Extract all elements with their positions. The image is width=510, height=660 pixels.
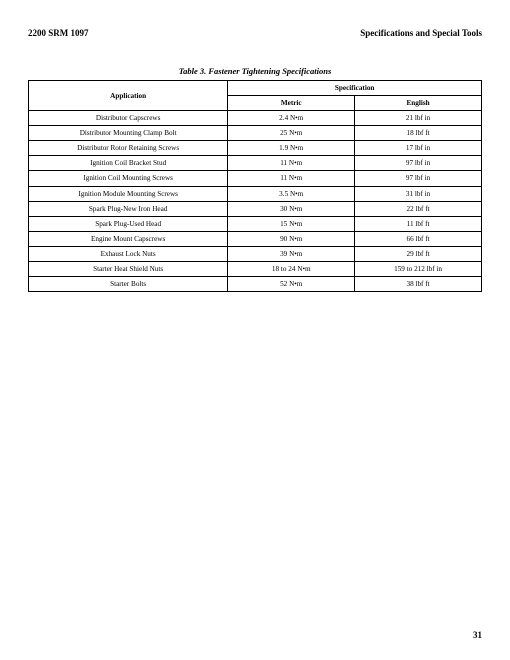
cell-english: 29 lbf ft <box>355 246 482 261</box>
cell-application: Ignition Coil Mounting Screws <box>29 171 228 186</box>
page-container: 2200 SRM 1097 Specifications and Special… <box>0 0 510 660</box>
cell-application: Engine Mount Capscrews <box>29 231 228 246</box>
cell-metric: 25 N•m <box>228 126 355 141</box>
cell-metric: 11 N•m <box>228 156 355 171</box>
cell-application: Distributor Rotor Retaining Screws <box>29 141 228 156</box>
cell-application: Distributor Capscrews <box>29 111 228 126</box>
table-row: Ignition Module Mounting Screws3.5 N•m31… <box>29 186 482 201</box>
table-row: Ignition Coil Bracket Stud11 N•m97 lbf i… <box>29 156 482 171</box>
col-english: English <box>355 96 482 111</box>
cell-english: 97 lbf in <box>355 156 482 171</box>
cell-metric: 90 N•m <box>228 231 355 246</box>
cell-metric: 15 N•m <box>228 216 355 231</box>
cell-application: Exhaust Lock Nuts <box>29 246 228 261</box>
cell-english: 11 lbf ft <box>355 216 482 231</box>
table-row: Distributor Capscrews2.4 N•m21 lbf in <box>29 111 482 126</box>
cell-english: 31 lbf in <box>355 186 482 201</box>
table-row: Starter Bolts52 N•m38 lbf ft <box>29 277 482 292</box>
cell-metric: 3.5 N•m <box>228 186 355 201</box>
cell-english: 66 lbf ft <box>355 231 482 246</box>
cell-english: 159 to 212 lbf in <box>355 261 482 276</box>
page-header: 2200 SRM 1097 Specifications and Special… <box>28 28 482 38</box>
cell-metric: 11 N•m <box>228 171 355 186</box>
table-row: Starter Heat Shield Nuts18 to 24 N•m159 … <box>29 261 482 276</box>
table-row: Spark Plug-New Iron Head30 N•m22 lbf ft <box>29 201 482 216</box>
cell-application: Distributor Mounting Clamp Bolt <box>29 126 228 141</box>
cell-metric: 2.4 N•m <box>228 111 355 126</box>
spec-table: Application Specification Metric English… <box>28 80 482 292</box>
cell-metric: 52 N•m <box>228 277 355 292</box>
header-right: Specifications and Special Tools <box>360 28 482 38</box>
table-row: Spark Plug-Used Head15 N•m11 lbf ft <box>29 216 482 231</box>
cell-metric: 1.9 N•m <box>228 141 355 156</box>
col-application: Application <box>29 81 228 111</box>
col-metric: Metric <box>228 96 355 111</box>
page-number: 31 <box>473 630 482 640</box>
cell-english: 38 lbf ft <box>355 277 482 292</box>
table-row: Ignition Coil Mounting Screws11 N•m97 lb… <box>29 171 482 186</box>
cell-application: Ignition Coil Bracket Stud <box>29 156 228 171</box>
cell-metric: 39 N•m <box>228 246 355 261</box>
cell-english: 97 lbf in <box>355 171 482 186</box>
cell-metric: 18 to 24 N•m <box>228 261 355 276</box>
col-specification: Specification <box>228 81 482 96</box>
cell-application: Ignition Module Mounting Screws <box>29 186 228 201</box>
table-row: Distributor Rotor Retaining Screws1.9 N•… <box>29 141 482 156</box>
table-header-row-1: Application Specification <box>29 81 482 96</box>
header-left: 2200 SRM 1097 <box>28 28 89 38</box>
cell-english: 21 lbf in <box>355 111 482 126</box>
table-row: Exhaust Lock Nuts39 N•m29 lbf ft <box>29 246 482 261</box>
table-row: Distributor Mounting Clamp Bolt25 N•m18 … <box>29 126 482 141</box>
cell-application: Starter Bolts <box>29 277 228 292</box>
cell-application: Starter Heat Shield Nuts <box>29 261 228 276</box>
cell-english: 17 lbf in <box>355 141 482 156</box>
cell-application: Spark Plug-New Iron Head <box>29 201 228 216</box>
cell-metric: 30 N•m <box>228 201 355 216</box>
cell-english: 22 lbf ft <box>355 201 482 216</box>
cell-english: 18 lbf ft <box>355 126 482 141</box>
table-row: Engine Mount Capscrews90 N•m66 lbf ft <box>29 231 482 246</box>
cell-application: Spark Plug-Used Head <box>29 216 228 231</box>
table-title: Table 3. Fastener Tightening Specificati… <box>28 66 482 76</box>
